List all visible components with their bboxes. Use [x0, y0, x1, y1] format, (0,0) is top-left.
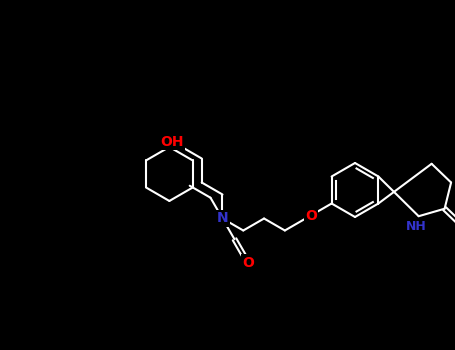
Text: N: N — [217, 211, 228, 225]
Text: OH: OH — [161, 134, 184, 148]
Text: NH: NH — [406, 220, 426, 233]
Text: O: O — [242, 256, 254, 270]
Text: O: O — [305, 209, 317, 223]
